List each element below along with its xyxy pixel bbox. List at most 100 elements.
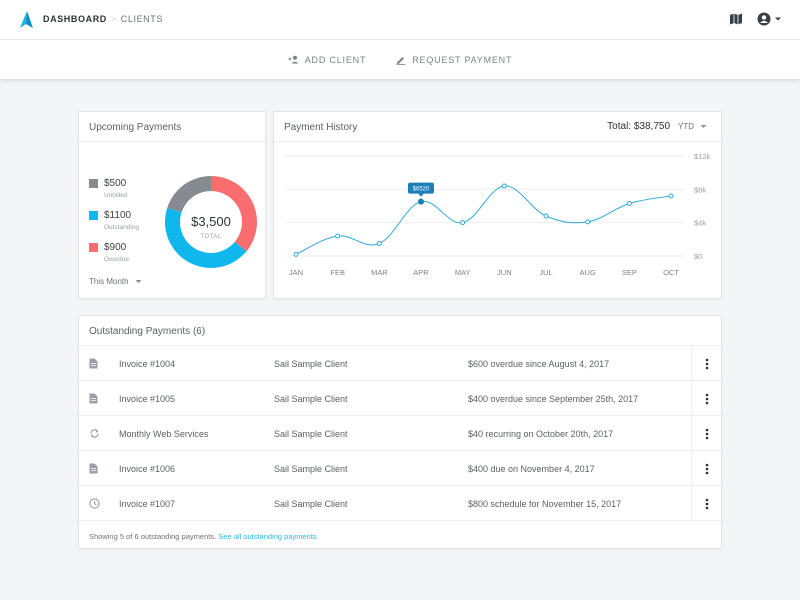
data-point[interactable] (293, 251, 299, 257)
range-label: YTD (678, 122, 694, 131)
request-payment-button[interactable]: REQUEST PAYMENT (396, 55, 512, 65)
row-invoice[interactable]: Invoice #1004 (119, 359, 176, 369)
table-row[interactable]: Invoice #1007 Sail Sample Client $800 sc… (79, 485, 721, 521)
swatch-unbilled (89, 179, 98, 188)
chart-tooltip: $6520 (408, 182, 434, 197)
request-payment-label: REQUEST PAYMENT (412, 54, 513, 65)
row-invoice[interactable]: Invoice #1005 (119, 394, 176, 404)
tooltip-value: $6520 (413, 187, 430, 193)
kebab-icon (705, 358, 708, 369)
upcoming-donut-chart: $3,500 TOTAL (165, 176, 257, 268)
payment-history-title: Payment History (274, 112, 721, 142)
document-icon (89, 358, 98, 371)
range-dropdown[interactable]: YTD (678, 122, 707, 131)
x-tick-label: AUG (580, 268, 596, 277)
row-menu-button[interactable] (691, 451, 721, 486)
see-all-link[interactable]: See all outstanding payments (218, 532, 317, 541)
x-tick-label: OCT (663, 268, 679, 277)
row-client: Sail Sample Client (274, 359, 348, 369)
outstanding-payments-card: Outstanding Payments (6) Invoice #1004 S… (78, 315, 722, 549)
row-detail: $800 schedule for November 15, 2017 (468, 499, 622, 509)
account-icon (757, 12, 771, 26)
row-menu-button[interactable] (691, 381, 721, 416)
kebab-icon (705, 498, 708, 509)
data-point[interactable] (418, 198, 424, 205)
legend-amount: $500 (104, 178, 127, 189)
swatch-outstanding (89, 211, 98, 220)
row-invoice[interactable]: Invoice #1006 (119, 464, 176, 474)
legend-amount: $1100 (104, 210, 132, 221)
map-icon[interactable] (729, 12, 743, 26)
data-point[interactable] (626, 201, 632, 206)
row-menu-button[interactable] (691, 486, 721, 521)
payment-history-chart: $12k $8k $4k $0 $6520 JAN FEB MAR APR MAY JUN JUL AU… (286, 152, 711, 277)
y-tick-label: $0 (694, 252, 702, 261)
outstanding-footer: Showing 5 of 6 outstanding payments. See… (79, 520, 721, 550)
table-row[interactable]: Invoice #1006 Sail Sample Client $400 du… (79, 450, 721, 486)
data-point[interactable] (668, 193, 674, 199)
row-menu-button[interactable] (691, 346, 721, 381)
chevron-down-icon (700, 125, 707, 128)
row-invoice[interactable]: Monthly Web Services (119, 429, 209, 439)
row-detail: $400 due on November 4, 2017 (468, 464, 595, 474)
breadcrumb-separator: > (110, 14, 117, 24)
donut-slice-outstanding (165, 207, 247, 268)
data-point[interactable] (501, 183, 507, 189)
add-person-icon (288, 55, 299, 64)
kebab-icon (705, 428, 708, 439)
data-point[interactable] (543, 213, 549, 219)
x-tick-label: MAR (371, 268, 388, 277)
upcoming-payments-title: Upcoming Payments (79, 112, 265, 142)
swatch-overdue (89, 243, 98, 252)
history-total: Total: $38,750 (607, 121, 670, 132)
kebab-icon (705, 463, 708, 474)
row-detail: $600 overdue since August 4, 2017 (468, 359, 610, 369)
donut-slice-overdue (211, 176, 257, 252)
donut-total-label: TOTAL (200, 234, 221, 240)
action-bar: ADD CLIENT REQUEST PAYMENT (0, 40, 800, 80)
clock-icon (89, 498, 100, 511)
breadcrumb-dashboard[interactable]: DASHBOARD (43, 14, 107, 24)
x-tick-label: JAN (289, 268, 303, 277)
x-tick-label: JUL (539, 268, 552, 277)
legend-amount: $900 (104, 242, 127, 253)
logo-icon[interactable] (16, 10, 36, 30)
row-detail: $400 overdue since September 25th, 2017 (468, 394, 639, 404)
data-point[interactable] (585, 219, 591, 225)
x-tick-label: FEB (330, 268, 345, 277)
chevron-down-icon (775, 17, 781, 21)
data-point[interactable] (335, 233, 341, 239)
account-menu[interactable] (757, 12, 782, 26)
row-invoice[interactable]: Invoice #1007 (119, 499, 176, 509)
row-client: Sail Sample Client (274, 394, 348, 404)
data-point[interactable] (376, 241, 382, 246)
add-client-button[interactable]: ADD CLIENT (288, 55, 367, 65)
footer-text: Showing 5 of 6 outstanding payments. (89, 532, 217, 541)
table-row[interactable]: Monthly Web Services Sail Sample Client … (79, 415, 721, 451)
table-row[interactable]: Invoice #1004 Sail Sample Client $600 ov… (79, 345, 721, 381)
series-line (295, 185, 672, 255)
chevron-down-icon (135, 280, 142, 283)
data-point[interactable] (460, 220, 466, 226)
x-tick-label: JUN (497, 268, 512, 277)
donut-slice-unbilled (167, 176, 211, 213)
row-detail: $40 recurring on October 20th, 2017 (468, 429, 614, 439)
legend-label: Outstanding (104, 224, 140, 231)
table-row[interactable]: Invoice #1005 Sail Sample Client $400 ov… (79, 380, 721, 416)
document-icon (89, 463, 98, 476)
add-client-label: ADD CLIENT (304, 54, 367, 65)
breadcrumb-clients[interactable]: CLIENTS (120, 14, 163, 24)
y-tick-label: $8k (694, 185, 706, 194)
payment-history-card: Payment History Total: $38,750 YTD $12k $… (273, 111, 722, 299)
y-tick-label: $4k (694, 219, 706, 228)
top-bar: DASHBOARD > CLIENTS (0, 0, 800, 40)
pencil-icon (396, 56, 406, 65)
legend-label: Overdue (104, 256, 129, 263)
period-dropdown[interactable]: This Month (89, 277, 142, 286)
breadcrumb: DASHBOARD > CLIENTS (43, 14, 163, 24)
row-client: Sail Sample Client (274, 499, 348, 509)
row-menu-button[interactable] (691, 416, 721, 451)
row-client: Sail Sample Client (274, 464, 348, 474)
recurring-icon (89, 428, 100, 441)
outstanding-payments-title: Outstanding Payments (6) (79, 316, 721, 346)
